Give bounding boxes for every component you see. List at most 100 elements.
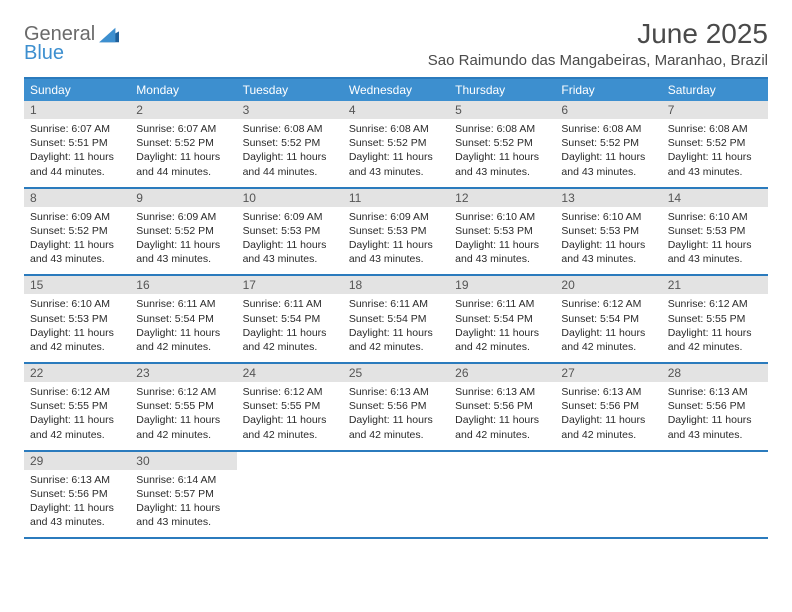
day-number: 18 [343, 276, 449, 294]
calendar-day: 18Sunrise: 6:11 AMSunset: 5:54 PMDayligh… [343, 276, 449, 362]
day-body: Sunrise: 6:08 AMSunset: 5:52 PMDaylight:… [343, 119, 449, 187]
sunset-line: Sunset: 5:55 PM [136, 399, 230, 413]
sunrise-line: Sunrise: 6:10 AM [455, 210, 549, 224]
daylight-line: Daylight: 11 hours and 43 minutes. [136, 501, 230, 529]
sunrise-line: Sunrise: 6:12 AM [668, 297, 762, 311]
calendar-day: 2Sunrise: 6:07 AMSunset: 5:52 PMDaylight… [130, 101, 236, 187]
sunset-line: Sunset: 5:53 PM [455, 224, 549, 238]
day-number [237, 452, 343, 470]
day-body [662, 470, 768, 532]
sunset-line: Sunset: 5:54 PM [136, 312, 230, 326]
day-number: 10 [237, 189, 343, 207]
daylight-line: Daylight: 11 hours and 42 minutes. [30, 413, 124, 441]
day-number: 15 [24, 276, 130, 294]
sunrise-line: Sunrise: 6:09 AM [30, 210, 124, 224]
weekday-header: Thursday [449, 79, 555, 101]
daylight-line: Daylight: 11 hours and 43 minutes. [30, 238, 124, 266]
day-body: Sunrise: 6:08 AMSunset: 5:52 PMDaylight:… [662, 119, 768, 187]
day-body: Sunrise: 6:09 AMSunset: 5:52 PMDaylight:… [130, 207, 236, 275]
daylight-line: Daylight: 11 hours and 42 minutes. [349, 326, 443, 354]
sunset-line: Sunset: 5:52 PM [243, 136, 337, 150]
day-body: Sunrise: 6:10 AMSunset: 5:53 PMDaylight:… [449, 207, 555, 275]
day-body: Sunrise: 6:08 AMSunset: 5:52 PMDaylight:… [555, 119, 661, 187]
day-number: 12 [449, 189, 555, 207]
sunset-line: Sunset: 5:51 PM [30, 136, 124, 150]
calendar-day: 14Sunrise: 6:10 AMSunset: 5:53 PMDayligh… [662, 189, 768, 275]
day-body: Sunrise: 6:08 AMSunset: 5:52 PMDaylight:… [237, 119, 343, 187]
day-number [343, 452, 449, 470]
day-number [449, 452, 555, 470]
daylight-line: Daylight: 11 hours and 43 minutes. [136, 238, 230, 266]
page-header: General Blue June 2025 Sao Raimundo das … [24, 18, 768, 69]
sunset-line: Sunset: 5:57 PM [136, 487, 230, 501]
month-title: June 2025 [428, 18, 768, 50]
day-body: Sunrise: 6:12 AMSunset: 5:54 PMDaylight:… [555, 294, 661, 362]
weekday-header-row: SundayMondayTuesdayWednesdayThursdayFrid… [24, 79, 768, 101]
sunset-line: Sunset: 5:55 PM [668, 312, 762, 326]
sunset-line: Sunset: 5:54 PM [455, 312, 549, 326]
calendar-day: 13Sunrise: 6:10 AMSunset: 5:53 PMDayligh… [555, 189, 661, 275]
calendar-day [449, 452, 555, 538]
day-body [343, 470, 449, 532]
weekday-header: Sunday [24, 79, 130, 101]
day-number: 27 [555, 364, 661, 382]
calendar-body: 1Sunrise: 6:07 AMSunset: 5:51 PMDaylight… [24, 101, 768, 539]
calendar-day: 24Sunrise: 6:12 AMSunset: 5:55 PMDayligh… [237, 364, 343, 450]
day-number: 4 [343, 101, 449, 119]
daylight-line: Daylight: 11 hours and 42 minutes. [349, 413, 443, 441]
day-number: 7 [662, 101, 768, 119]
day-number [555, 452, 661, 470]
day-number: 30 [130, 452, 236, 470]
sunrise-line: Sunrise: 6:13 AM [455, 385, 549, 399]
daylight-line: Daylight: 11 hours and 43 minutes. [455, 238, 549, 266]
weekday-header: Friday [555, 79, 661, 101]
day-number: 8 [24, 189, 130, 207]
day-body: Sunrise: 6:13 AMSunset: 5:56 PMDaylight:… [662, 382, 768, 450]
sunset-line: Sunset: 5:52 PM [561, 136, 655, 150]
sunset-line: Sunset: 5:56 PM [668, 399, 762, 413]
sunset-line: Sunset: 5:52 PM [455, 136, 549, 150]
sunrise-line: Sunrise: 6:10 AM [30, 297, 124, 311]
sunrise-line: Sunrise: 6:09 AM [243, 210, 337, 224]
calendar-day: 12Sunrise: 6:10 AMSunset: 5:53 PMDayligh… [449, 189, 555, 275]
day-body: Sunrise: 6:14 AMSunset: 5:57 PMDaylight:… [130, 470, 236, 538]
calendar-day: 22Sunrise: 6:12 AMSunset: 5:55 PMDayligh… [24, 364, 130, 450]
sunset-line: Sunset: 5:53 PM [668, 224, 762, 238]
day-body: Sunrise: 6:13 AMSunset: 5:56 PMDaylight:… [343, 382, 449, 450]
sunrise-line: Sunrise: 6:13 AM [668, 385, 762, 399]
daylight-line: Daylight: 11 hours and 44 minutes. [243, 150, 337, 178]
calendar-day: 19Sunrise: 6:11 AMSunset: 5:54 PMDayligh… [449, 276, 555, 362]
sunrise-line: Sunrise: 6:13 AM [30, 473, 124, 487]
daylight-line: Daylight: 11 hours and 43 minutes. [668, 150, 762, 178]
location-subtitle: Sao Raimundo das Mangabeiras, Maranhao, … [428, 52, 768, 69]
sunrise-line: Sunrise: 6:14 AM [136, 473, 230, 487]
day-body: Sunrise: 6:09 AMSunset: 5:53 PMDaylight:… [343, 207, 449, 275]
day-number: 26 [449, 364, 555, 382]
weekday-header: Tuesday [237, 79, 343, 101]
daylight-line: Daylight: 11 hours and 43 minutes. [561, 150, 655, 178]
day-number: 5 [449, 101, 555, 119]
day-number: 20 [555, 276, 661, 294]
sunrise-line: Sunrise: 6:11 AM [455, 297, 549, 311]
sunset-line: Sunset: 5:53 PM [243, 224, 337, 238]
sunrise-line: Sunrise: 6:07 AM [30, 122, 124, 136]
day-body [449, 470, 555, 532]
sunrise-line: Sunrise: 6:08 AM [455, 122, 549, 136]
calendar-day: 29Sunrise: 6:13 AMSunset: 5:56 PMDayligh… [24, 452, 130, 538]
day-number: 13 [555, 189, 661, 207]
sunset-line: Sunset: 5:53 PM [349, 224, 443, 238]
sunrise-line: Sunrise: 6:11 AM [243, 297, 337, 311]
title-block: June 2025 Sao Raimundo das Mangabeiras, … [428, 18, 768, 69]
sunset-line: Sunset: 5:53 PM [561, 224, 655, 238]
day-body: Sunrise: 6:08 AMSunset: 5:52 PMDaylight:… [449, 119, 555, 187]
daylight-line: Daylight: 11 hours and 42 minutes. [668, 326, 762, 354]
day-number: 17 [237, 276, 343, 294]
calendar-day: 1Sunrise: 6:07 AMSunset: 5:51 PMDaylight… [24, 101, 130, 187]
calendar-day: 20Sunrise: 6:12 AMSunset: 5:54 PMDayligh… [555, 276, 661, 362]
day-number: 14 [662, 189, 768, 207]
daylight-line: Daylight: 11 hours and 42 minutes. [455, 413, 549, 441]
daylight-line: Daylight: 11 hours and 42 minutes. [243, 326, 337, 354]
calendar-day: 27Sunrise: 6:13 AMSunset: 5:56 PMDayligh… [555, 364, 661, 450]
calendar-day [555, 452, 661, 538]
day-number: 28 [662, 364, 768, 382]
